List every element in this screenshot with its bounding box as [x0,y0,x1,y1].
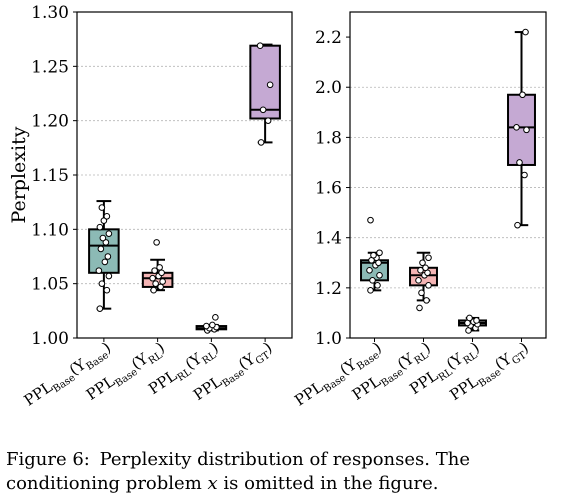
data-point [100,217,108,224]
y-tick-label: 1.15 [31,166,69,186]
box-group [360,216,389,294]
data-point [466,314,473,322]
y-tick-label: 1.4 [315,229,342,249]
caption-math-symbol: x [207,473,218,494]
data-point [149,274,156,282]
data-point [101,258,109,266]
data-point [521,171,528,179]
axes-frame [349,11,547,339]
y-tick-label: 1.20 [31,112,69,132]
data-point [264,117,272,124]
data-point [422,264,429,272]
right-boxplot-panel: 1.01.21.41.61.82.02.2PPLBase(YBase)PPLBa… [291,11,547,410]
y-tick-label: 1.30 [31,3,69,23]
data-point [367,287,374,294]
data-point [157,283,164,291]
data-point [212,314,219,321]
box-group [409,251,438,312]
x-tick-label: PPLBase(YGT) [446,338,533,406]
data-point [96,305,104,312]
data-point [98,280,106,287]
y-tick-label: 1.8 [315,128,342,148]
data-point [153,239,160,246]
box-group [141,239,174,294]
data-point [523,126,530,134]
left-boxplot-panel: 1.00 1.05 1.10 1.15 1.20 1.25 1.30 Perplexity PP… [8,3,293,410]
box-group [507,28,536,229]
y-tick-label: 1.0 [315,329,342,349]
y-tick-label: 1.05 [31,275,69,295]
data-point [369,277,376,284]
data-point [416,304,423,312]
data-point [519,91,526,99]
data-point [96,223,104,231]
data-point [105,230,113,237]
caption-text-after: is omitted in the figure. [223,473,439,494]
data-point [95,267,103,274]
y-tick-label: 1.6 [315,179,342,199]
data-point [417,266,424,274]
box-iqr [507,93,536,166]
data-point [104,253,112,260]
data-point [203,322,210,330]
data-point [209,321,216,329]
data-point [425,282,432,289]
data-point [473,317,480,324]
data-point [257,139,265,146]
box-group [458,314,487,334]
data-point [367,216,374,224]
data-point [105,272,113,280]
data-point [415,277,422,284]
box-group [88,200,120,312]
box-iqr [249,44,281,120]
data-point [266,81,274,89]
data-point [425,254,432,262]
y-axis-label: Perplexity [8,126,30,223]
data-point [156,264,163,271]
data-point [150,286,157,294]
axes-frame [76,11,293,339]
data-point [370,251,377,259]
data-point [152,280,159,287]
data-point [256,42,264,49]
data-point [374,282,381,289]
y-tick-label: 1.00 [31,329,69,349]
figure-caption: Figure 6: Perplexity distribution of res… [6,448,574,496]
data-point [522,28,529,36]
y-tick-label: 2.0 [315,78,342,98]
box-group [249,42,281,146]
data-point [419,259,426,267]
data-point [366,266,373,274]
data-point [376,272,383,279]
data-point [102,239,110,246]
y-tick-label: 2.2 [315,28,342,48]
y-tick-label: 1.25 [31,57,69,77]
data-point [151,267,158,274]
y-tick-label: 1.2 [315,279,342,299]
caption-text-before: Perplexity distribution of responses. Th… [6,449,470,494]
data-point [423,297,430,304]
data-point [516,159,523,166]
y-tick-label: 1.10 [31,220,69,240]
x-tick-label: PPLBase(YGT) [190,338,277,406]
data-point [99,234,107,242]
figure-boxplots: 1.00 1.05 1.10 1.15 1.20 1.25 1.30 Perplexity PP… [8,3,547,410]
data-point [97,245,105,253]
data-point [158,269,165,277]
data-point [98,204,106,211]
data-point [376,249,383,257]
data-point [514,221,521,229]
data-point [103,212,111,220]
caption-label: Figure 6: [6,449,90,470]
data-point [103,286,111,294]
box-group [195,314,228,334]
data-point [159,278,166,285]
data-point [418,289,425,297]
data-point [513,124,520,131]
data-point [259,106,267,114]
